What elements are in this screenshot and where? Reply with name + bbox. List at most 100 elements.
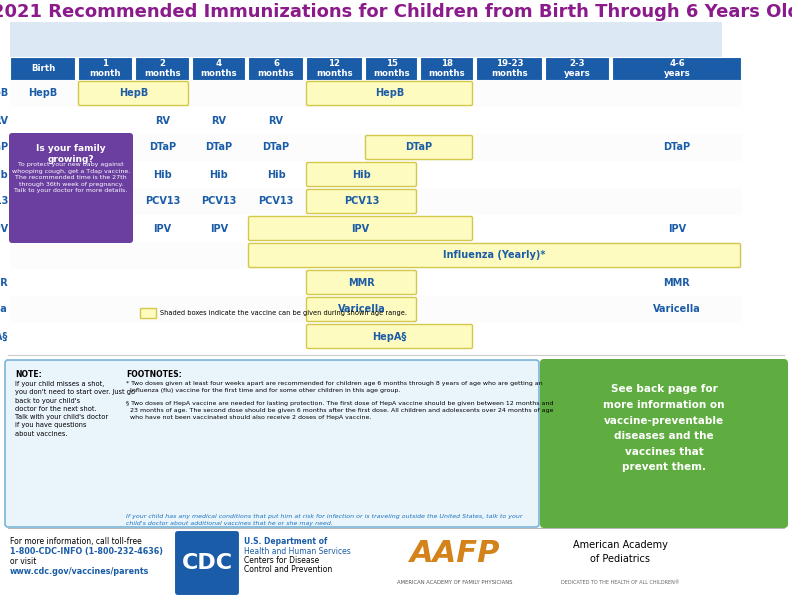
Text: Hib: Hib [0,170,8,179]
Text: DEDICATED TO THE HEALTH OF ALL CHILDREN®: DEDICATED TO THE HEALTH OF ALL CHILDREN® [561,580,680,584]
Text: IPV: IPV [668,223,686,234]
Bar [10,188,742,215]
Bar [10,215,742,242]
Text: Influenza (Yearly)*: Influenza (Yearly)* [444,250,546,261]
FancyBboxPatch shape [307,324,473,348]
Bar [10,134,742,161]
Text: 4-6
years: 4-6 years [664,59,691,78]
Text: PCV13: PCV13 [0,196,8,206]
Bar [10,242,742,269]
FancyBboxPatch shape [365,135,473,160]
Text: 18
months: 18 months [428,59,466,78]
Text: or visit: or visit [10,557,36,566]
Text: HepA§: HepA§ [0,332,8,341]
FancyBboxPatch shape [307,271,417,294]
Text: HepB: HepB [29,89,58,99]
Bar [612,57,741,80]
Text: Birth: Birth [31,64,55,73]
Text: Varicella: Varicella [0,305,8,315]
Text: DTaP: DTaP [406,143,432,152]
Text: MMR: MMR [0,277,8,288]
Text: Hib: Hib [352,170,371,179]
Text: CDC: CDC [181,553,233,573]
Text: See back page for
more information on
vaccine-preventable
diseases and the
vacci: See back page for more information on va… [604,384,725,472]
Text: HepB: HepB [375,89,404,99]
Text: RV: RV [155,116,170,125]
FancyBboxPatch shape [307,163,417,187]
FancyBboxPatch shape [78,81,188,105]
Text: 1-800-CDC-INFO (1-800-232-4636): 1-800-CDC-INFO (1-800-232-4636) [10,547,163,556]
FancyBboxPatch shape [5,360,539,527]
Text: 15
months: 15 months [373,59,409,78]
Text: Varicella: Varicella [337,305,386,315]
Bar [10,161,742,188]
Text: AMERICAN ACADEMY OF FAMILY PHYSICIANS: AMERICAN ACADEMY OF FAMILY PHYSICIANS [398,580,512,584]
Bar [192,57,245,80]
Text: PCV13: PCV13 [258,196,294,206]
Bar [10,80,742,107]
Text: DTaP: DTaP [149,143,176,152]
FancyBboxPatch shape [249,244,741,267]
Bar [78,57,132,80]
Text: American Academy
of Pediatrics: American Academy of Pediatrics [573,540,668,564]
Text: Health and Human Services: Health and Human Services [244,547,351,556]
Text: Is your family
growing?: Is your family growing? [36,144,106,164]
Bar [10,269,742,296]
Text: IPV: IPV [0,223,8,234]
Text: HepA§: HepA§ [372,332,406,341]
FancyBboxPatch shape [307,81,473,105]
Text: RV: RV [211,116,227,125]
Text: Centers for Disease: Centers for Disease [244,556,319,565]
FancyBboxPatch shape [249,217,473,241]
FancyBboxPatch shape [540,359,788,528]
Text: PCV13: PCV13 [145,196,181,206]
Text: IPV: IPV [352,223,370,234]
Text: Hib: Hib [210,170,228,179]
Text: www.cdc.gov/vaccines/parents: www.cdc.gov/vaccines/parents [10,567,150,576]
Text: DTaP: DTaP [262,143,290,152]
Text: Control and Prevention: Control and Prevention [244,565,333,574]
Text: AAFP: AAFP [409,540,501,569]
Text: HepB: HepB [0,89,8,99]
Text: Shaded boxes indicate the vaccine can be given during shown age range.: Shaded boxes indicate the vaccine can be… [160,310,407,316]
Text: 2021 Recommended Immunizations for Children from Birth Through 6 Years Old: 2021 Recommended Immunizations for Child… [0,3,792,21]
FancyBboxPatch shape [307,190,417,214]
Text: If your child misses a shot,
you don't need to start over. Just go
back to your : If your child misses a shot, you don't n… [15,381,135,436]
Text: IPV: IPV [154,223,172,234]
Bar [10,57,75,80]
FancyBboxPatch shape [9,133,133,243]
Text: * Two doses given at least four weeks apart are recommended for children age 6 m: * Two doses given at least four weeks ap… [126,381,554,420]
Bar [420,57,473,80]
Text: FOOTNOTES:: FOOTNOTES: [126,370,181,379]
Text: Hib: Hib [267,170,285,179]
Text: PCV13: PCV13 [344,196,379,206]
Text: RV: RV [268,116,284,125]
Text: 4
months: 4 months [200,59,238,78]
Text: 2
months: 2 months [144,59,181,78]
Bar [135,57,189,80]
Bar [10,107,742,134]
Bar [365,57,417,80]
Text: DTaP: DTaP [0,143,8,152]
Text: 12
months: 12 months [316,59,352,78]
Bar [545,57,609,80]
Text: HepB: HepB [119,89,148,99]
Text: If your child has any medical conditions that put him at risk for infection or i: If your child has any medical conditions… [126,514,523,526]
Text: Varicella: Varicella [653,305,701,315]
FancyBboxPatch shape [174,530,240,596]
Text: 19-23
months: 19-23 months [491,59,527,78]
Text: IPV: IPV [210,223,228,234]
Text: PCV13: PCV13 [201,196,237,206]
Bar [306,57,362,80]
Text: RV: RV [0,116,8,125]
Bar [10,22,722,57]
FancyBboxPatch shape [307,297,417,321]
Text: To protect your new baby against
whooping cough, get a Tdap vaccine.
The recomme: To protect your new baby against whoopin… [12,162,130,193]
Bar [10,323,742,350]
Bar [476,57,542,80]
Bar [140,308,156,318]
Text: 1
month: 1 month [89,59,121,78]
Text: For more information, call toll-free: For more information, call toll-free [10,537,142,546]
Text: U.S. Department of: U.S. Department of [244,537,327,546]
Text: 2-3
years: 2-3 years [564,59,591,78]
